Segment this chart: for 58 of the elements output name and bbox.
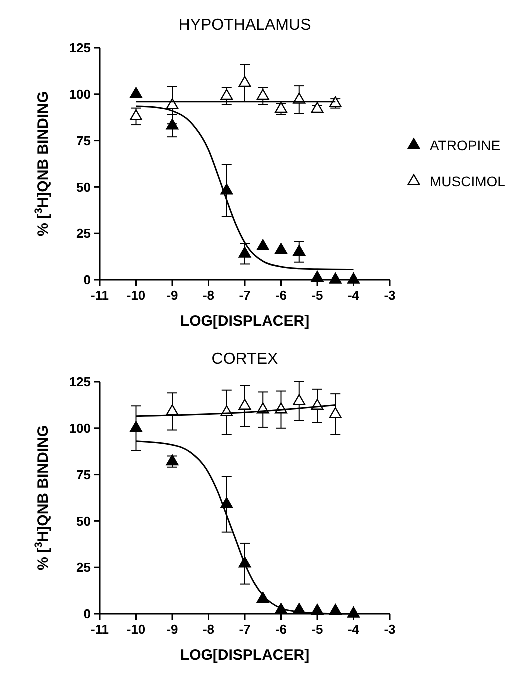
- x-tick-label: -5: [312, 288, 324, 303]
- point: [275, 243, 288, 254]
- x-tick-label: -6: [275, 622, 288, 637]
- chart-title: CORTEX: [212, 351, 279, 368]
- chart-title: HYPOTHALAMUS: [178, 17, 312, 34]
- point: [329, 272, 342, 284]
- y-tick-label: 0: [84, 272, 91, 288]
- x-axis-title: LOG[DISPLACER]: [180, 313, 310, 330]
- point: [220, 497, 234, 508]
- point: [238, 399, 252, 410]
- y-tick-label: 50: [76, 514, 91, 529]
- point: [348, 272, 360, 284]
- point: [329, 407, 342, 418]
- point: [130, 421, 142, 432]
- point: [238, 76, 252, 88]
- y-tick-label: 25: [76, 226, 91, 242]
- y-tick-label: 0: [84, 606, 91, 622]
- point: [293, 394, 306, 406]
- point: [220, 184, 234, 195]
- legend-label: ATROPINE: [430, 137, 501, 154]
- y-tick-label: 100: [69, 86, 91, 102]
- point: [348, 606, 360, 618]
- y-tick-label: 125: [69, 40, 91, 56]
- x-tick-label: -5: [312, 622, 324, 637]
- point: [311, 102, 324, 114]
- x-tick-label: -7: [239, 622, 251, 637]
- x-tick-label: -3: [384, 622, 396, 637]
- x-tick-label: -10: [126, 288, 146, 303]
- y-tick-label: 50: [76, 180, 91, 195]
- x-tick-label: -10: [126, 622, 146, 637]
- x-tick-label: -7: [239, 288, 251, 303]
- y-tick-label: 125: [69, 374, 91, 390]
- x-tick-label: -4: [348, 622, 360, 637]
- y-tick-label: 100: [69, 420, 91, 436]
- x-tick-label: -11: [90, 622, 110, 637]
- x-tick-label: -8: [202, 288, 215, 303]
- point: [293, 245, 306, 256]
- point: [166, 98, 179, 110]
- point: [130, 87, 142, 98]
- x-axis-title: LOG[DISPLACER]: [180, 647, 310, 664]
- y-tick-label: 25: [76, 560, 91, 576]
- y-tick-label: 75: [76, 467, 91, 482]
- legend-label: MUSCIMOL: [430, 173, 506, 190]
- x-tick-label: -4: [348, 288, 360, 303]
- x-tick-label: -8: [202, 622, 215, 637]
- point: [166, 118, 179, 130]
- point: [220, 89, 234, 100]
- point: [311, 271, 324, 282]
- x-tick-label: -6: [275, 288, 288, 303]
- point: [130, 110, 142, 121]
- y-tick-label: 75: [76, 133, 91, 148]
- point: [238, 246, 252, 258]
- x-tick-label: -3: [384, 288, 396, 303]
- x-tick-label: -11: [90, 288, 110, 303]
- x-tick-label: -9: [166, 288, 178, 303]
- x-tick-label: -9: [166, 622, 178, 637]
- point: [256, 239, 270, 250]
- point: [256, 89, 270, 100]
